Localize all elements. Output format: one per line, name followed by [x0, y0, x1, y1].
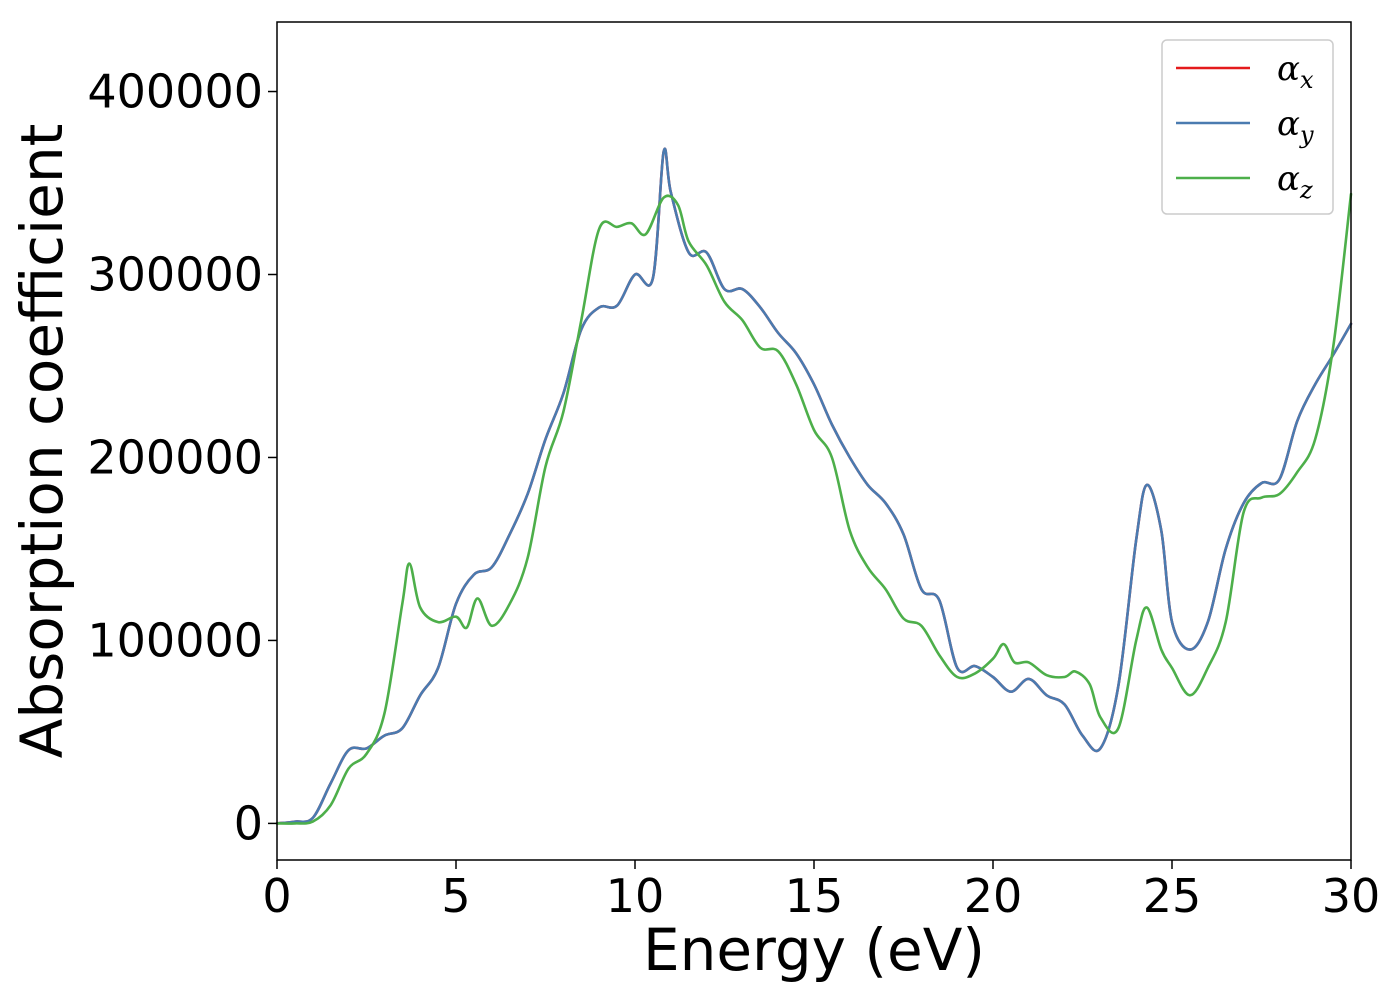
- series-line-y: [275, 147, 1353, 825]
- x-axis-title: Energy (eV): [643, 916, 985, 984]
- y-axis-ticks: 0 100000 200000 300000 400000: [87, 65, 277, 850]
- x-tick-label: 30: [1322, 869, 1381, 923]
- y-axis-title: Absorption coefficient: [8, 124, 76, 759]
- y-tick-label: 300000: [87, 247, 263, 301]
- y-tick-label: 400000: [87, 65, 263, 119]
- y-tick-label: 200000: [87, 430, 263, 484]
- series-layer: [275, 147, 1353, 825]
- y-tick-label: 0: [234, 796, 263, 850]
- x-axis-ticks: 0 5 10 15 20 25 30: [262, 860, 1380, 923]
- legend-label-z: αz: [1277, 159, 1313, 204]
- x-tick-label: 25: [1143, 869, 1202, 923]
- legend-label-y: αy: [1277, 104, 1314, 149]
- x-tick-label: 20: [964, 869, 1023, 923]
- y-tick-label: 100000: [87, 613, 263, 667]
- x-tick-label: 15: [785, 869, 844, 923]
- x-tick-label: 0: [262, 869, 291, 923]
- legend-label-x: αx: [1277, 49, 1314, 94]
- legend-box: [1161, 39, 1334, 215]
- x-tick-label: 5: [441, 869, 470, 923]
- x-tick-label: 10: [606, 869, 665, 923]
- series-line-z: [275, 192, 1353, 825]
- legend: αx αy αz: [1161, 39, 1334, 215]
